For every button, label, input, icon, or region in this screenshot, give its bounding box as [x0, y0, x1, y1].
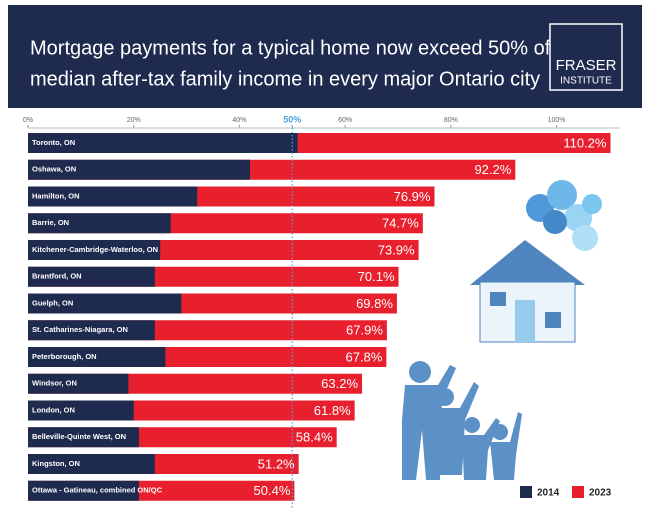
value-label: 63.2%	[321, 376, 358, 391]
value-label: 110.2%	[563, 135, 607, 150]
bar-category-label: Hamilton, ON	[32, 191, 80, 200]
x-tick-label: 60%	[338, 117, 352, 124]
x-tick-label: 50%	[283, 114, 301, 124]
value-label: 58.4%	[296, 430, 333, 445]
bar-category-label: Oshawa, ON	[32, 165, 76, 174]
bar	[28, 480, 139, 501]
value-label: 74.7%	[382, 216, 419, 231]
bar-category-label: Ottawa - Gatineau, combined ON/QC	[32, 486, 163, 495]
bar	[28, 373, 129, 394]
bar	[28, 159, 250, 180]
bar	[28, 427, 139, 448]
value-label: 50.4%	[254, 483, 291, 498]
x-tick-label: 20%	[127, 117, 141, 124]
bar-category-label: Barrie, ON	[32, 218, 69, 227]
bar	[28, 454, 155, 474]
legend-swatch	[572, 486, 584, 498]
bar	[28, 293, 182, 314]
bar-category-label: Windsor, ON	[32, 379, 77, 388]
logo-box	[549, 23, 623, 91]
legend-swatch	[520, 486, 532, 498]
legend-label: 2023	[589, 488, 612, 499]
bar-category-label: Belleville-Quinte West, ON	[32, 432, 126, 441]
x-tick-label: 0%	[23, 117, 33, 124]
value-label: 69.8%	[356, 296, 393, 311]
value-label: 51.2%	[258, 456, 295, 471]
value-label: 92.2%	[474, 162, 511, 177]
value-label: 67.8%	[345, 349, 382, 364]
value-label: 67.9%	[346, 323, 383, 338]
bar	[28, 133, 298, 153]
value-label: 76.9%	[394, 189, 431, 204]
logo-text: FRASER	[556, 57, 617, 74]
value-label: 61.8%	[314, 403, 351, 418]
x-tick-label: 40%	[232, 117, 246, 124]
legend-label: 2014	[537, 488, 560, 499]
bar	[28, 186, 198, 207]
bar-category-label: Toronto, ON	[32, 138, 75, 147]
bar-category-label: Kingston, ON	[32, 459, 80, 468]
x-tick-label: 80%	[444, 117, 458, 124]
logo-text: INSTITUTE	[560, 76, 612, 87]
chart-title: median after-tax family income in every …	[30, 68, 540, 90]
bar	[28, 240, 161, 260]
bar-category-label: Peterborough, ON	[32, 352, 97, 361]
bar-category-label: Guelph, ON	[32, 298, 73, 307]
bar	[28, 213, 171, 234]
illustration	[402, 180, 602, 480]
bar	[28, 347, 166, 367]
bar-category-label: Kitchener-Cambridge-Waterloo, ON	[32, 245, 158, 254]
bar-category-label: Brantford, ON	[32, 272, 82, 281]
bar-category-label: London, ON	[32, 405, 75, 414]
value-label: 70.1%	[358, 269, 395, 284]
bar	[28, 266, 155, 287]
bar-category-label: St. Catharines-Niagara, ON	[32, 325, 128, 334]
bar	[28, 320, 155, 341]
value-label: 73.9%	[378, 242, 415, 257]
x-tick-label: 100%	[548, 117, 566, 124]
header-band	[8, 5, 642, 108]
bar	[28, 400, 134, 421]
chart-title: Mortgage payments for a typical home now…	[30, 37, 551, 59]
